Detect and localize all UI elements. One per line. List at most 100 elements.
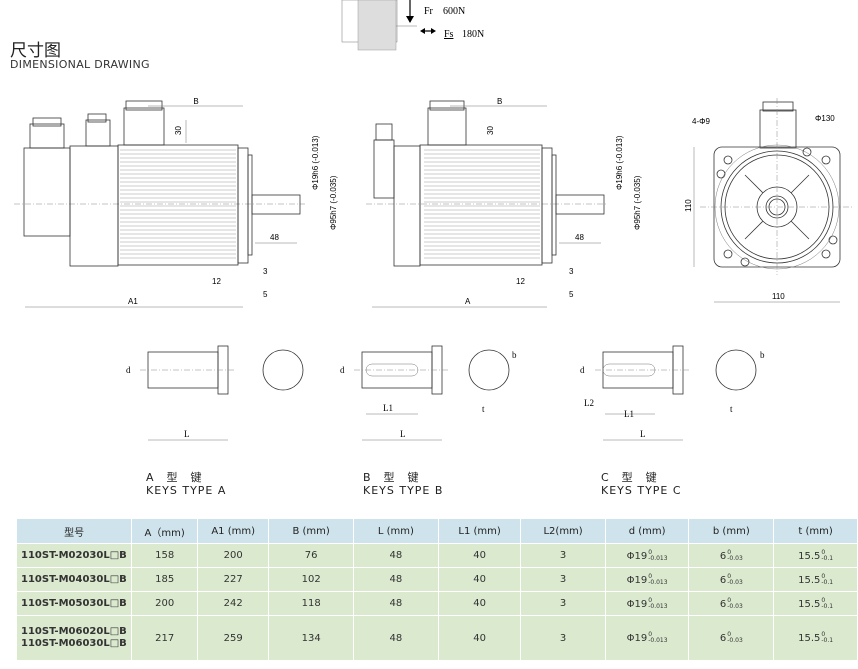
key-b-caption: B 型 键 KEYS TYPE B [363,471,443,497]
dim-A1: A1 [128,297,138,306]
dim-B: B [193,97,198,106]
cell-B: 76 [268,543,354,568]
drawings: Fr 600N Fs 180N B 30 Φ19h6 (-0.013) Φ95h… [14,0,852,441]
upper-tolerance: 0 [727,572,732,580]
cell-L: 48 [353,543,439,568]
column-header: L (mm) [353,518,439,544]
cell-t: 15.5 0 -0.1 [773,567,858,592]
dim-phi19: Φ19h6 (-0.013) [615,135,624,190]
dim-width: 110 [772,292,785,301]
upper-tolerance: 0 [727,548,732,556]
key-a-d: d [126,365,131,375]
cell-value: Φ19 [626,550,648,562]
cell-value: 227 [223,574,243,585]
lower-tolerance: -0.013 [648,637,668,644]
section-title-cn: 尺寸图 [10,41,61,61]
side-view-with-brake: B 30 Φ19h6 (-0.013) Φ95h7 (-0.035) 48 3 … [14,97,338,308]
table-row: 110ST-M06020L□B 110ST-M06030L□B 217 259 134 4… [15,615,858,661]
cell-b: 6 0 -0.03 [688,543,775,568]
dim-phi95: Φ95h7 (-0.035) [329,175,338,230]
cell-B: 102 [268,567,354,592]
tolerance: 0 -0.03 [727,572,743,586]
key-b-cn: B 型 键 [363,471,420,484]
model-cell: 110ST-M06020L□B 110ST-M06030L□B [15,615,133,661]
upper-tolerance: 0 [821,631,826,638]
cell-value: 242 [223,598,243,609]
dim-phi19: Φ19h6 (-0.013) [311,135,320,190]
cell-L2: 3 [520,543,606,568]
section-title-en: DIMENSIONAL DRAWING [10,58,150,71]
dim-3: 3 [569,267,574,276]
column-header: L1 (mm) [437,518,522,544]
cell-L2: 3 [520,615,606,661]
column-header: B (mm) [268,518,354,544]
model-name: 110ST-M02030L□B [21,549,127,561]
cell-d: Φ19 0 -0.013 [604,567,690,592]
cell-value: 3 [559,632,567,644]
cell-A1: 242 [197,591,270,616]
cell-value: 15.5 [798,574,821,586]
key-c-cn: C 型 键 [601,471,658,484]
cell-A: 200 [131,591,199,616]
upper-tolerance: 0 [648,596,653,604]
cell-L2: 3 [520,591,606,616]
dim-12: 12 [516,277,525,286]
cell-A1: 259 [197,615,270,661]
model-name: 110ST-M05030L□B [21,597,127,609]
key-c-d: d [580,365,585,375]
upper-tolerance: 0 [648,631,653,638]
dim-height: 110 [684,199,693,212]
tolerance: 0 -0.03 [727,597,743,610]
cell-A1: 227 [197,567,270,592]
model-name: 110ST-M04030L□B [21,573,127,585]
lower-tolerance: -0.03 [727,602,743,610]
cell-value: Φ19 [626,574,648,586]
cell-A: 185 [131,567,199,592]
tolerance: 0 -0.1 [821,596,834,610]
cell-value: 6 [719,633,727,644]
cell-t: 15.5 0 -0.1 [773,543,858,568]
upper-tolerance: 0 [821,596,826,604]
tolerance: 0 -0.013 [648,596,667,610]
dim-holes: 4-Φ9 [692,117,710,126]
upper-tolerance: 0 [821,572,826,580]
key-b-L: L [400,429,406,439]
column-header: A（mm) [131,518,199,544]
cell-value: 40 [473,632,486,644]
lower-tolerance: -0.1 [821,578,834,586]
cell-d: Φ19 0 -0.013 [604,543,690,568]
dim-5: 5 [569,290,574,299]
cell-b: 6 0 -0.03 [688,567,775,592]
tolerance: 0 -0.013 [648,632,667,644]
tolerance: 0 -0.03 [727,548,743,562]
key-a-L: L [184,429,190,439]
tolerance: 0 -0.1 [821,572,834,586]
cell-value: 40 [473,574,486,585]
column-header: L2(mm) [520,518,606,544]
front-view: 4-Φ9 Φ130 110 110 [684,98,852,303]
dim-A: A [465,297,471,306]
model-cell: 110ST-M02030L□B [15,543,133,568]
column-header: b (mm) [688,518,775,544]
key-b-L1: L1 [383,403,393,413]
cell-value: 134 [301,632,321,644]
lower-tolerance: -0.1 [821,602,834,610]
cell-L2: 3 [520,567,606,592]
cell-value: 217 [155,632,175,644]
cell-t: 15.5 0 -0.1 [773,615,858,661]
key-type-b: d L1 L t b [340,345,517,441]
table-row: 110ST-M05030L□B 200 242 118 48 40 3 Φ19 0 -0.013 6… [15,591,858,616]
tolerance: 0 -0.013 [648,549,667,562]
cell-t: 15.5 0 -0.1 [773,591,858,616]
cell-value: 200 [223,550,243,561]
cell-value: 6 [719,574,727,586]
dimension-table: 型号 A（mm) A1 (mm) B (mm) L (mm) L1 (mm) L2(mm) d… [15,518,858,661]
cell-value: 3 [559,598,567,609]
upper-tolerance: 0 [648,572,653,580]
key-b-t: t [482,404,485,414]
dim-5: 5 [263,290,268,299]
cell-value: 102 [301,574,321,585]
cell-value: 6 [719,598,727,610]
cell-value: 40 [473,550,486,561]
key-c-L1: L1 [624,409,634,419]
